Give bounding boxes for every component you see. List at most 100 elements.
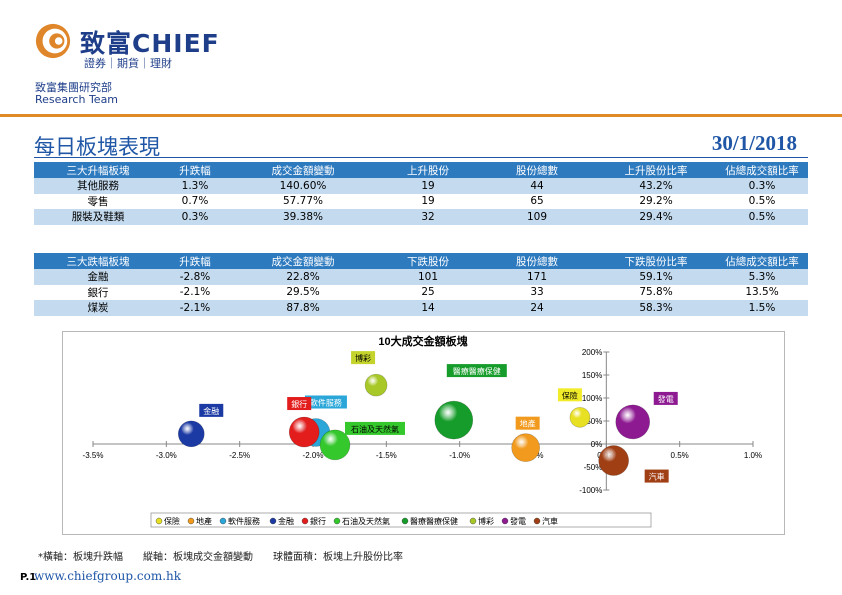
bubble-博彩 — [364, 373, 388, 397]
table-cell: 0.5% — [716, 209, 808, 225]
table-cell: -2.1% — [162, 300, 228, 316]
y-tick-label: -50% — [584, 463, 603, 472]
table-cell: -2.1% — [162, 284, 228, 300]
data-label-box — [351, 351, 376, 365]
table-row: 零售 0.7% 57.77% 19 65 29.2% 0.5% — [34, 193, 808, 209]
data-label-box — [653, 391, 678, 405]
table-cell: 57.77% — [228, 193, 378, 209]
data-label: 發電 — [658, 395, 674, 404]
data-label-box — [345, 421, 405, 435]
page-title: 每日板塊表現 — [34, 135, 160, 159]
legend-marker — [187, 517, 195, 525]
column-header: 升跌幅 — [162, 162, 228, 178]
data-label-box — [304, 395, 347, 409]
table-row: 煤炭 -2.1% 87.8% 14 24 58.3% 1.5% — [34, 300, 808, 316]
x-tick-label: -2.5% — [229, 451, 250, 460]
y-tick-label: 200% — [582, 348, 602, 357]
table-cell: 0.5% — [716, 193, 808, 209]
legend-label: 博彩 — [478, 516, 494, 526]
table-cell: 5.3% — [716, 269, 808, 285]
table-cell: 煤炭 — [34, 300, 162, 316]
bubble-醫療醫療保健 — [434, 400, 474, 440]
table-cell: 0.7% — [162, 193, 228, 209]
data-label: 金融 — [203, 406, 219, 416]
legend-marker — [533, 517, 541, 525]
data-label-box — [644, 469, 669, 483]
table-cell: 58.3% — [596, 300, 716, 316]
legend-label: 地產 — [196, 516, 212, 526]
table-cell: 65 — [478, 193, 596, 209]
bubble-chart: 10大成交金額板塊 -3.5% -3.0% -2.5% -2.0% -1.5% -1.0% -… — [83, 334, 762, 528]
table-header-row: 三大跌幅板塊 升跌幅 成交金額變動 下跌股份 股份總數 下跌股份比率 佔總成交額… — [34, 253, 808, 269]
column-header: 三大跌幅板塊 — [34, 253, 162, 269]
table-cell: 0.3% — [162, 209, 228, 225]
column-header: 下跌股份 — [378, 253, 478, 269]
header-divider — [0, 114, 842, 117]
legend-box — [150, 512, 652, 528]
table-cell: 其他服務 — [34, 178, 162, 194]
table-cell: -2.8% — [162, 269, 228, 285]
top-losers-table: 三大跌幅板塊 升跌幅 成交金額變動 下跌股份 股份總數 下跌股份比率 佔總成交額… — [34, 253, 808, 316]
bubble-發電 — [615, 404, 651, 440]
brand-name: 致富CHIEF — [80, 29, 220, 58]
data-label: 博彩 — [355, 353, 371, 363]
column-header: 下跌股份比率 — [596, 253, 716, 269]
column-header: 成交金額變動 — [228, 253, 378, 269]
table-cell: 13.5% — [716, 284, 808, 300]
department-name-zh: 致富集團研究部 — [35, 81, 112, 94]
chief-logo-icon — [35, 23, 71, 59]
data-label-box — [446, 364, 507, 378]
data-label: 軟件服務 — [310, 398, 342, 408]
legend-marker — [401, 517, 409, 525]
bubble-chart-frame: 10大成交金額板塊 -3.5% -3.0% -2.5% -2.0% -1.5% -1.0% -… — [62, 331, 785, 535]
legend-label: 銀行 — [310, 516, 326, 526]
table-cell: 服裝及鞋類 — [34, 209, 162, 225]
legend-label: 石油及天然氣 — [342, 516, 390, 526]
data-label: 石油及天然氣 — [351, 424, 399, 434]
legend-label: 醫療醫療保健 — [410, 516, 458, 526]
y-tick-label: 0% — [591, 440, 603, 449]
table-cell: 0.3% — [716, 178, 808, 194]
bubble-金融 — [177, 420, 205, 448]
website-link[interactable]: www.chiefgroup.com.hk — [34, 569, 182, 583]
table-cell: 33 — [478, 284, 596, 300]
table-cell: 金融 — [34, 269, 162, 285]
data-label-box — [287, 397, 312, 411]
column-header: 升跌幅 — [162, 253, 228, 269]
table-cell: 22.8% — [228, 269, 378, 285]
table-cell: 25 — [378, 284, 478, 300]
table-row: 金融 -2.8% 22.8% 101 171 59.1% 5.3% — [34, 269, 808, 285]
table-cell: 29.5% — [228, 284, 378, 300]
table-cell: 32 — [378, 209, 478, 225]
x-tick-label: -3.0% — [156, 451, 177, 460]
table-row: 其他服務 1.3% 140.60% 19 44 43.2% 0.3% — [34, 178, 808, 194]
column-header: 佔總成交額比率 — [716, 162, 808, 178]
column-header: 上升股份比率 — [596, 162, 716, 178]
data-label-box — [515, 416, 540, 430]
table-cell: 29.4% — [596, 209, 716, 225]
column-header: 股份總數 — [478, 253, 596, 269]
table-cell: 140.60% — [228, 178, 378, 194]
legend-label: 汽車 — [542, 516, 558, 526]
column-header: 三大升幅板塊 — [34, 162, 162, 178]
department-name-en: Research Team — [35, 93, 119, 106]
bubble-汽車 — [598, 445, 629, 476]
data-label: 保險 — [562, 390, 578, 400]
brand-tagline: 證券｜期貨｜理財 — [84, 57, 172, 70]
table-cell: 44 — [478, 178, 596, 194]
legend-label: 保險 — [164, 516, 180, 526]
table-row: 銀行 -2.1% 29.5% 25 33 75.8% 13.5% — [34, 284, 808, 300]
table-cell: 銀行 — [34, 284, 162, 300]
table-cell: 87.8% — [228, 300, 378, 316]
legend-label: 軟件服務 — [228, 516, 260, 526]
legend-label: 金融 — [278, 516, 294, 526]
y-tick-label: 50% — [586, 417, 602, 426]
table-cell: 101 — [378, 269, 478, 285]
x-tick-label: -2.0% — [303, 451, 324, 460]
table-cell: 24 — [478, 300, 596, 316]
report-date: 30/1/2018 — [711, 131, 797, 155]
chart-title: 10大成交金額板塊 — [378, 334, 467, 348]
table-cell: 29.2% — [596, 193, 716, 209]
table-cell: 39.38% — [228, 209, 378, 225]
table-cell: 75.8% — [596, 284, 716, 300]
